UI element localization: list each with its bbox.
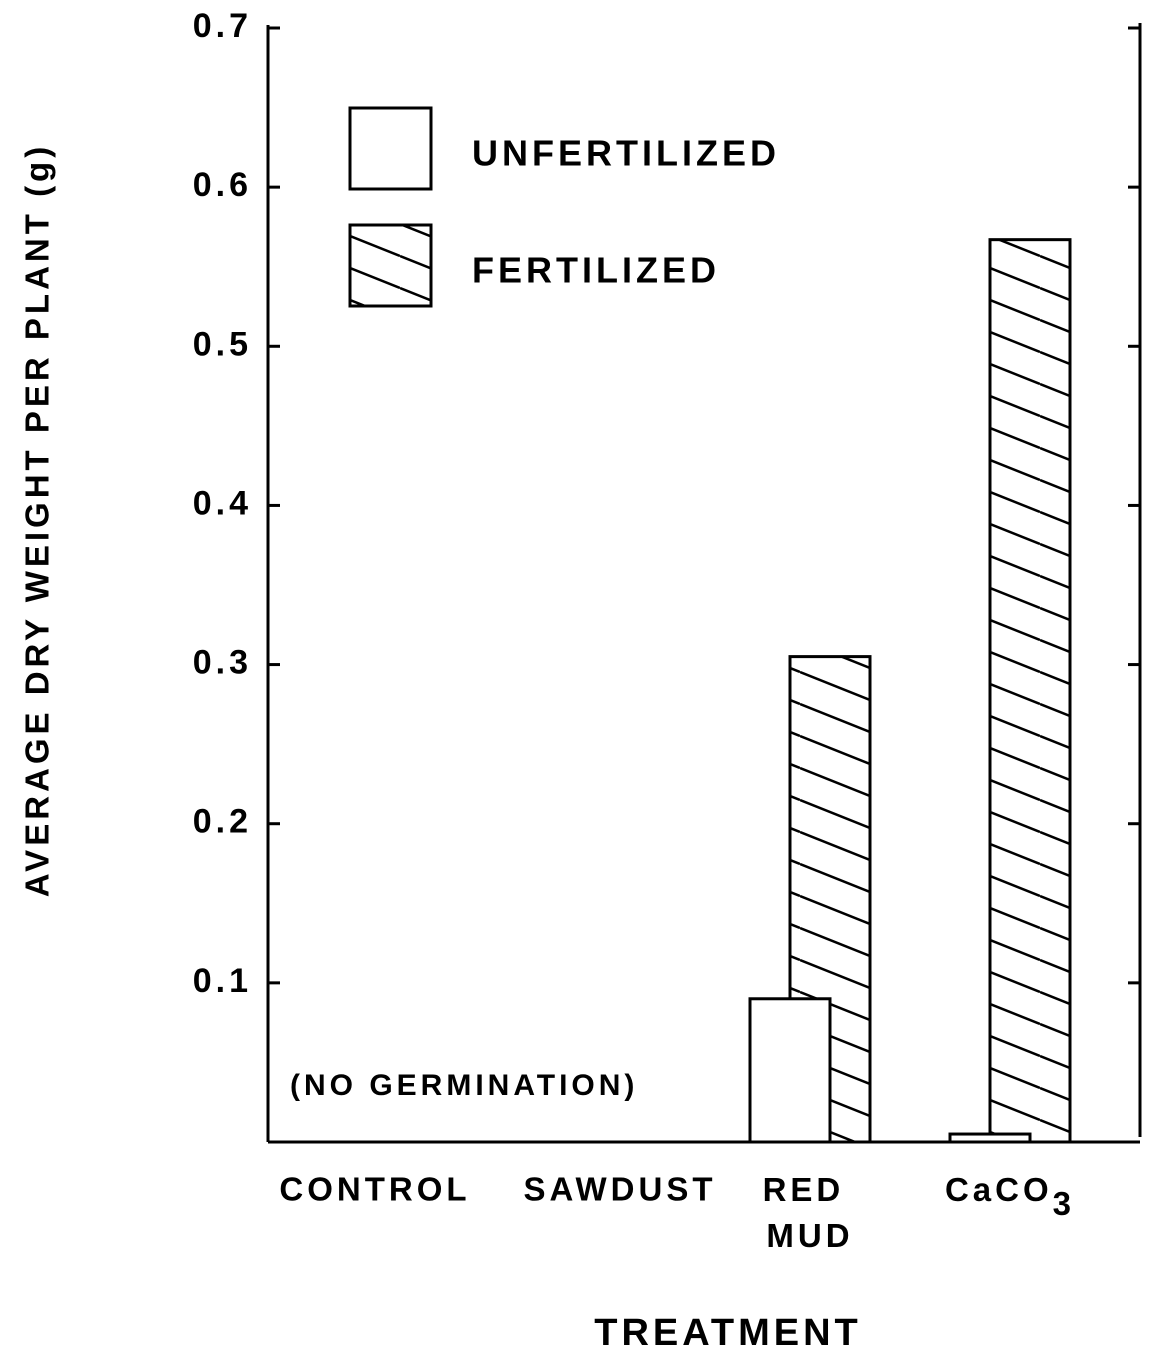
legend-label: UNFERTILIZED [472,133,780,174]
y-tick-label: 0.6 [193,166,252,204]
x-tick-label: CaCO3 [945,1171,1075,1222]
bar [748,997,832,1144]
x-axis-label: TREATMENT [594,1312,862,1354]
x-tick-label: SAWDUST [524,1171,717,1208]
y-tick-label: 0.4 [193,484,252,522]
x-tick-label: RED MUD [763,1171,858,1254]
legend-swatch-hatch [348,223,433,308]
y-tick-label: 0.3 [193,644,252,682]
annotation: (NO GERMINATION) [290,1069,638,1102]
y-tick-label: 0.1 [193,962,252,1000]
x-tick-label: CONTROL [279,1171,470,1208]
y-tick-label: 0.7 [193,7,252,45]
x-tick-label-line: RED [763,1171,858,1208]
x-tick-label-part: CaCO [945,1171,1053,1208]
y-axis-label: AVERAGE DRY WEIGHT PER PLANT (g) [19,143,56,897]
y-tick-label: 0.5 [193,325,252,363]
legend-label: FERTILIZED [472,250,720,291]
y-tick-label: 0.2 [193,803,252,841]
bar [948,1132,1032,1144]
bar [988,238,1072,1144]
x-tick-label-line: MUD [766,1217,853,1254]
legend-swatch [348,106,433,191]
x-tick-label-sub: 3 [1053,1185,1075,1222]
